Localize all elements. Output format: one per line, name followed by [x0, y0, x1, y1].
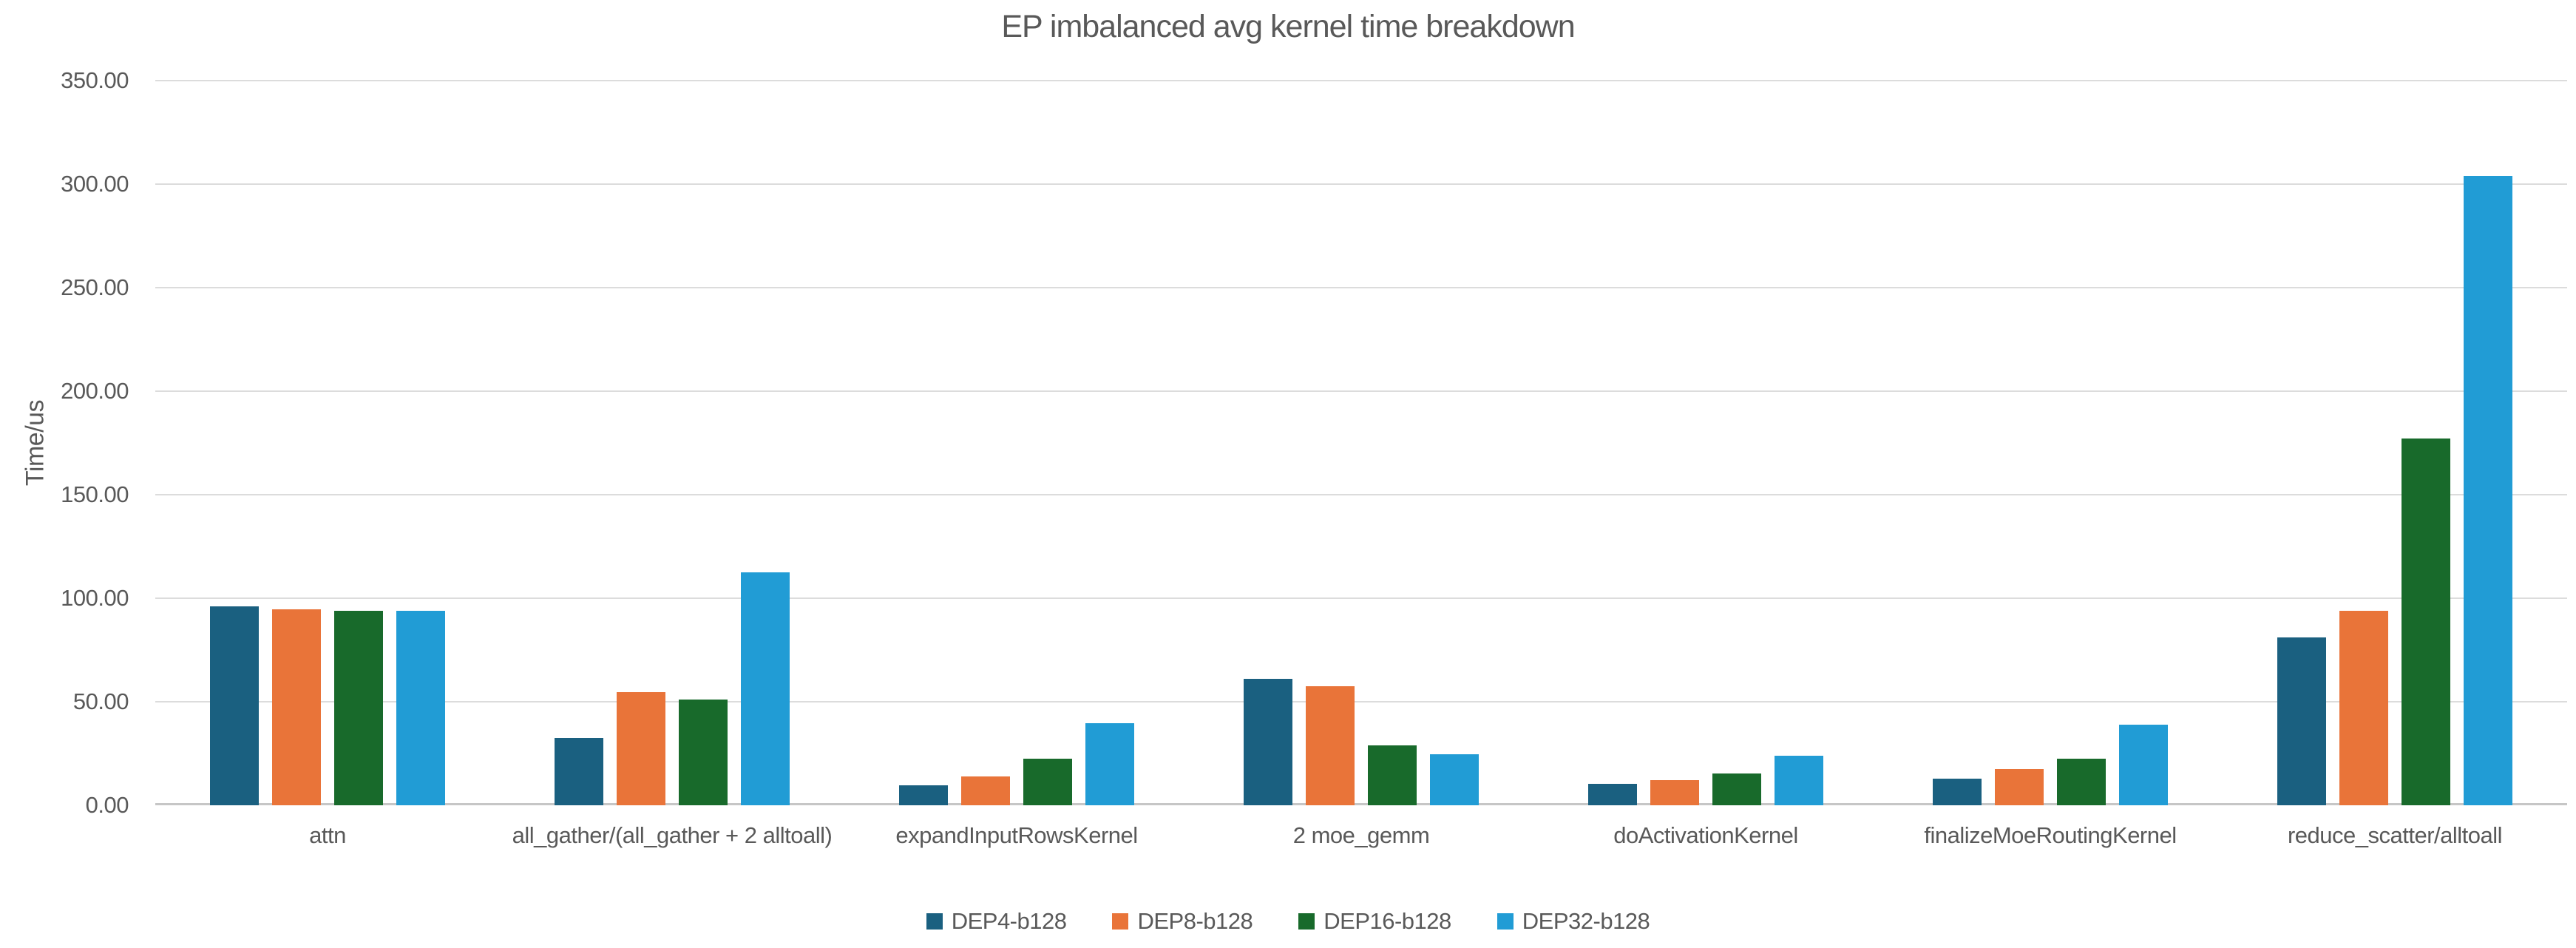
legend-item-DEP4-b128: DEP4-b128 — [926, 908, 1067, 935]
x-axis-labels: attn all_gather/(all_gather + 2 alltoall)… — [155, 819, 2567, 901]
bar-DEP8-b128-expandInputRowsKernel — [961, 776, 1010, 805]
legend-swatch-icon — [1497, 913, 1514, 930]
bar-DEP4-b128-finalizeMoeRoutingKernel — [1933, 778, 1982, 805]
legend-label: DEP4-b128 — [951, 908, 1067, 934]
y-tick-label: 150.00 — [61, 481, 129, 507]
legend-swatch-icon — [1112, 913, 1129, 930]
bar-group — [500, 81, 844, 805]
chart-title: EP imbalanced avg kernel time breakdown — [1001, 9, 1575, 44]
y-tick-label: 250.00 — [61, 274, 129, 300]
legend-item-DEP8-b128: DEP8-b128 — [1112, 908, 1253, 935]
y-tick-label: 350.00 — [61, 67, 129, 93]
x-category-label: all_gather/(all_gather + 2 alltoall) — [512, 822, 833, 848]
x-category-label: finalizeMoeRoutingKernel — [1924, 822, 2177, 848]
bar-DEP8-b128-attn — [272, 609, 321, 805]
bar-DEP32-b128-2 moe_gemm — [1430, 754, 1479, 805]
legend-label: DEP16-b128 — [1323, 908, 1451, 934]
gridline — [155, 597, 2567, 599]
bar-DEP4-b128-attn — [210, 606, 259, 805]
bar-DEP4-b128-2 moe_gemm — [1244, 679, 1292, 805]
bar-DEP4-b128-all_gather/(all_gather + 2 alltoall) — [555, 738, 603, 805]
legend-swatch-icon — [1298, 913, 1315, 930]
gridline — [155, 494, 2567, 495]
bar-DEP16-b128-2 moe_gemm — [1368, 745, 1417, 805]
x-category-label: expandInputRowsKernel — [895, 822, 1138, 848]
legend: DEP4-b128 DEP8-b128 DEP16-b128 DEP32-b128 — [0, 908, 2576, 935]
bar-DEP16-b128-attn — [334, 610, 383, 805]
y-tick-label: 200.00 — [61, 378, 129, 404]
bar-DEP32-b128-all_gather/(all_gather + 2 alltoall) — [741, 572, 790, 805]
bar-DEP4-b128-reduce_scatter/alltoall — [2277, 637, 2326, 805]
bar-DEP8-b128-finalizeMoeRoutingKernel — [1995, 769, 2044, 805]
bar-group — [2223, 81, 2567, 805]
bar-DEP32-b128-expandInputRowsKernel — [1085, 723, 1134, 805]
bar-DEP16-b128-reduce_scatter/alltoall — [2402, 439, 2450, 805]
x-category-label: doActivationKernel — [1613, 822, 1798, 848]
y-tick-label: 300.00 — [61, 171, 129, 197]
x-category-label: 2 moe_gemm — [1292, 822, 1430, 848]
bar-DEP4-b128-expandInputRowsKernel — [899, 785, 948, 805]
bar-group — [1189, 81, 1533, 805]
bar-group — [155, 81, 500, 805]
bar-DEP8-b128-doActivationKernel — [1650, 780, 1699, 805]
bar-DEP16-b128-expandInputRowsKernel — [1023, 759, 1072, 805]
bar-DEP32-b128-reduce_scatter/alltoall — [2464, 175, 2512, 805]
bar-group — [1533, 81, 1878, 805]
plot-area: 0.00 50.00 100.00 150.00 200.00 250.00 300.00 3… — [61, 67, 2567, 818]
y-axis-title: Time/us — [21, 399, 50, 487]
bar-DEP32-b128-finalizeMoeRoutingKernel — [2119, 724, 2168, 805]
legend-item-DEP16-b128: DEP16-b128 — [1298, 908, 1451, 935]
x-category-label: reduce_scatter/alltoall — [2287, 822, 2503, 848]
y-tick-label: 50.00 — [72, 688, 129, 714]
legend-swatch-icon — [926, 913, 943, 930]
bar-DEP16-b128-doActivationKernel — [1712, 773, 1761, 805]
bar-group — [844, 81, 1189, 805]
legend-label: DEP8-b128 — [1137, 908, 1253, 934]
gridline — [155, 183, 2567, 185]
x-axis-line — [155, 803, 2567, 805]
y-tick-label: 0.00 — [85, 792, 129, 818]
gridline — [155, 701, 2567, 702]
bar-DEP8-b128-2 moe_gemm — [1306, 686, 1355, 805]
bar-DEP16-b128-all_gather/(all_gather + 2 alltoall) — [679, 700, 728, 805]
bar-group — [1878, 81, 2223, 805]
bar-DEP8-b128-reduce_scatter/alltoall — [2339, 610, 2388, 805]
y-tick-label: 100.00 — [61, 585, 129, 611]
gridline — [155, 390, 2567, 392]
bar-DEP16-b128-finalizeMoeRoutingKernel — [2057, 759, 2106, 805]
x-category-label: attn — [309, 822, 346, 848]
legend-item-DEP32-b128: DEP32-b128 — [1497, 908, 1650, 935]
bar-DEP32-b128-attn — [396, 610, 445, 805]
legend-label: DEP32-b128 — [1522, 908, 1650, 934]
gridline — [155, 80, 2567, 81]
bar-DEP8-b128-all_gather/(all_gather + 2 alltoall) — [617, 692, 665, 805]
bar-DEP32-b128-doActivationKernel — [1775, 755, 1823, 805]
gridline — [155, 287, 2567, 288]
bar-DEP4-b128-doActivationKernel — [1588, 783, 1637, 805]
